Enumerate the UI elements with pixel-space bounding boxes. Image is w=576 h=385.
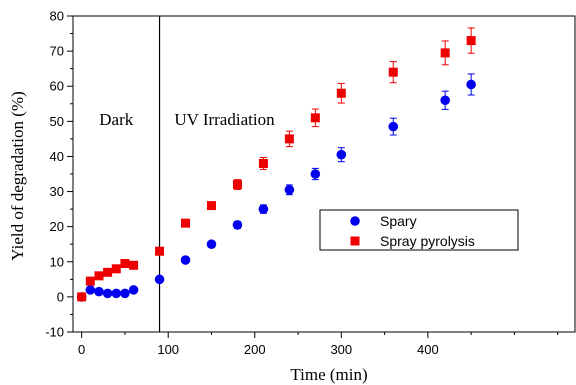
- y-tick-label: -10: [45, 325, 64, 340]
- data-point-spary: [120, 288, 130, 299]
- y-tick-label: 50: [50, 114, 64, 129]
- y-tick-label: 80: [50, 9, 64, 24]
- data-point-spary: [258, 204, 269, 214]
- data-point-spary: [94, 286, 104, 297]
- data-point-spray-pyrolysis: [336, 88, 346, 98]
- data-point-spray-pyrolysis: [284, 134, 294, 144]
- data-point-spray-pyrolysis: [85, 276, 95, 286]
- data-point-spray-pyrolysis: [155, 246, 165, 256]
- data-point-spary: [336, 149, 347, 160]
- data-point-spary: [440, 95, 450, 106]
- data-point-spray-pyrolysis: [77, 292, 87, 302]
- data-point-spray-pyrolysis: [103, 267, 113, 277]
- data-point-spary: [388, 121, 399, 132]
- x-tick-label: 100: [157, 342, 179, 357]
- data-point-spary: [154, 274, 165, 285]
- data-point-spary: [85, 285, 96, 295]
- data-point-spary: [284, 185, 295, 195]
- annotation-uv-irradiation: UV Irradiation: [174, 110, 275, 129]
- data-point-spary: [180, 255, 191, 265]
- data-point-spary: [466, 79, 476, 90]
- legend-label-spray-pyrolysis: Spray pyrolysis: [380, 233, 475, 249]
- data-point-spary: [232, 220, 243, 230]
- data-point-spray-pyrolysis: [232, 180, 242, 190]
- x-tick-label: 400: [417, 342, 439, 357]
- data-point-spray-pyrolysis: [129, 260, 139, 270]
- y-tick-label: 70: [50, 44, 64, 59]
- legend-label-spary: Spary: [380, 213, 417, 229]
- y-axis-title: Yield of degradation (%): [8, 91, 27, 260]
- y-tick-label: 0: [57, 289, 64, 304]
- x-tick-label: 300: [330, 342, 352, 357]
- data-point-spary: [206, 239, 217, 250]
- legend-marker-spray-pyrolysis: [350, 236, 360, 246]
- data-point-spray-pyrolysis: [120, 259, 130, 269]
- y-tick-label: 20: [50, 219, 64, 234]
- y-tick-label: 40: [50, 149, 64, 164]
- data-point-spray-pyrolysis: [466, 36, 476, 46]
- data-point-spray-pyrolysis: [181, 218, 191, 228]
- y-tick-label: 30: [50, 184, 64, 199]
- data-point-spray-pyrolysis: [206, 201, 216, 211]
- data-point-spary: [128, 285, 139, 295]
- data-point-spray-pyrolysis: [440, 48, 450, 58]
- x-tick-label: 0: [78, 342, 85, 357]
- data-point-spary: [102, 288, 113, 299]
- data-point-spray-pyrolysis: [94, 271, 104, 281]
- x-tick-label: 200: [244, 342, 266, 357]
- data-point-spray-pyrolysis: [111, 264, 121, 274]
- legend: Spary Spray pyrolysis: [319, 209, 519, 251]
- legend-marker-spary: [350, 216, 360, 226]
- plot-frame: [72, 15, 576, 333]
- x-axis-title: Time (min): [290, 365, 367, 384]
- data-point-spray-pyrolysis: [258, 158, 268, 168]
- annotation-dark: Dark: [99, 110, 133, 129]
- y-tick-label: 60: [50, 79, 64, 94]
- data-point-spray-pyrolysis: [388, 67, 398, 77]
- y-tick-label: 10: [50, 254, 64, 269]
- data-point-spary: [111, 288, 122, 299]
- data-point-spary: [310, 169, 321, 179]
- data-point-spray-pyrolysis: [310, 113, 320, 123]
